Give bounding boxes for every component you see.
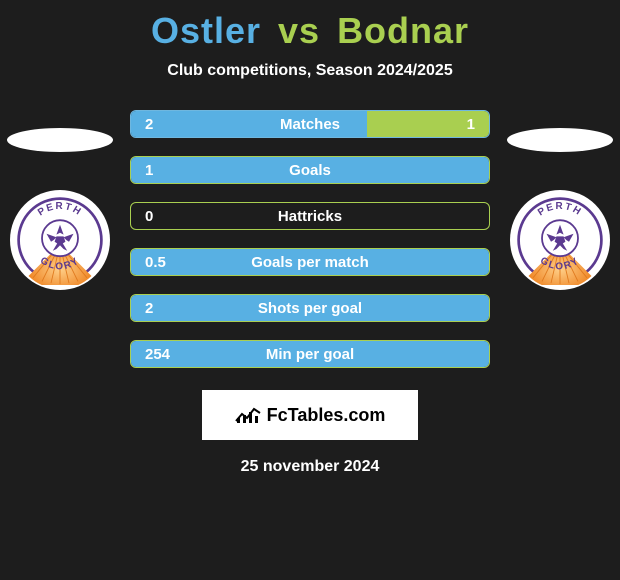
stat-label: Matches <box>131 116 489 133</box>
stat-label: Shots per goal <box>131 300 489 317</box>
stat-row: 0.5Goals per match <box>130 248 490 276</box>
brand-badge[interactable]: FcTables.com <box>202 390 418 440</box>
stat-value-right: 1 <box>467 116 475 133</box>
stat-row: 254Min per goal <box>130 340 490 368</box>
right-country-flag <box>507 128 613 152</box>
stat-row: 2Shots per goal <box>130 294 490 322</box>
footer-date: 25 november 2024 <box>0 458 620 476</box>
subtitle: Club competitions, Season 2024/2025 <box>0 62 620 80</box>
perth-glory-badge-left: PERTH GLORY <box>15 195 105 285</box>
vs-text: vs <box>278 10 320 51</box>
page-title: Ostler vs Bodnar <box>0 0 620 52</box>
stat-row: 1Goals <box>130 156 490 184</box>
stat-label: Goals per match <box>131 254 489 271</box>
comparison-area: PERTH GLORY <box>0 110 620 370</box>
perth-glory-badge-right: PERTH GLORY <box>515 195 605 285</box>
brand-suffix: Tables.com <box>288 405 386 425</box>
chart-icon <box>235 406 261 424</box>
player-left-name: Ostler <box>151 10 261 51</box>
brand-text: FcTables.com <box>267 405 386 426</box>
left-country-flag <box>7 128 113 152</box>
stat-label: Min per goal <box>131 346 489 363</box>
right-player-column: PERTH GLORY <box>500 110 620 290</box>
right-club-badge: PERTH GLORY <box>510 190 610 290</box>
stat-label: Goals <box>131 162 489 179</box>
brand-prefix: Fc <box>267 405 288 425</box>
stat-label: Hattricks <box>131 208 489 225</box>
stat-row: 0Hattricks <box>130 202 490 230</box>
player-right-name: Bodnar <box>337 10 469 51</box>
stats-list: 2Matches11Goals0Hattricks0.5Goals per ma… <box>130 110 490 368</box>
stat-row: 2Matches1 <box>130 110 490 138</box>
left-club-badge: PERTH GLORY <box>10 190 110 290</box>
left-player-column: PERTH GLORY <box>0 110 120 290</box>
